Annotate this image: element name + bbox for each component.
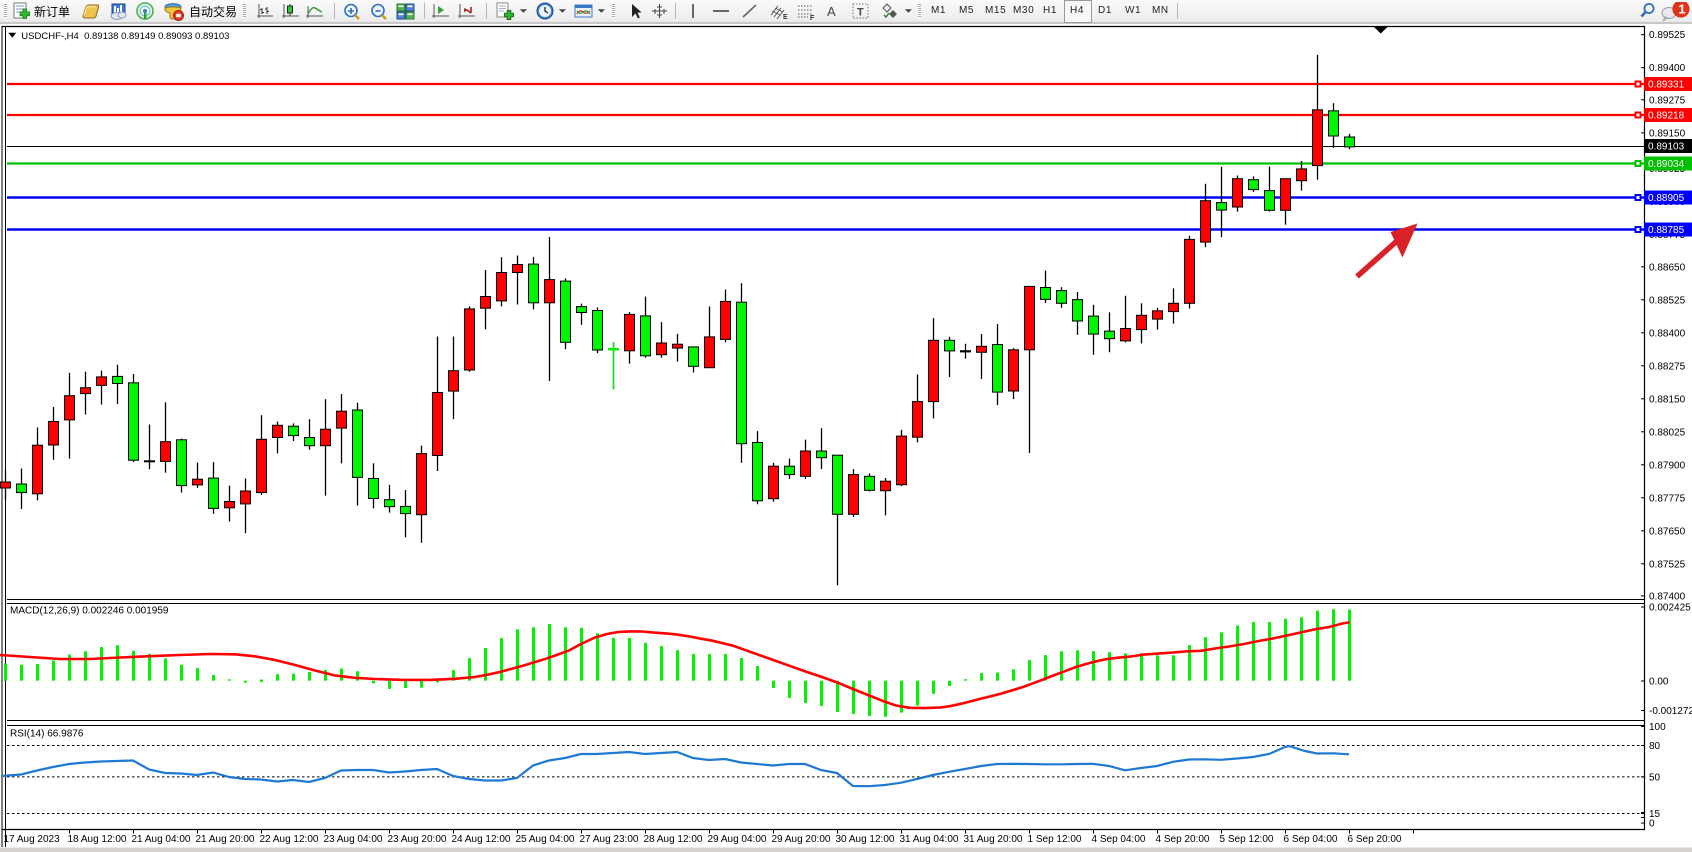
svg-text:0.88650: 0.88650 xyxy=(1649,262,1686,273)
svg-text:4 Sep 20:00: 4 Sep 20:00 xyxy=(1156,834,1210,845)
svg-text:0.88150: 0.88150 xyxy=(1649,394,1686,405)
svg-text:100: 100 xyxy=(1649,722,1666,733)
svg-text:1: 1 xyxy=(1678,2,1685,16)
svg-text:F: F xyxy=(810,15,815,21)
svg-text:0.87900: 0.87900 xyxy=(1649,460,1686,471)
svg-text:0.88400: 0.88400 xyxy=(1649,328,1686,339)
svg-text:5 Sep 12:00: 5 Sep 12:00 xyxy=(1220,834,1274,845)
svg-text:29 Aug 20:00: 29 Aug 20:00 xyxy=(772,834,831,845)
svg-text:31 Aug 20:00: 31 Aug 20:00 xyxy=(964,834,1023,845)
svg-text:0.88905: 0.88905 xyxy=(1648,193,1685,204)
svg-text:1 Sep 12:00: 1 Sep 12:00 xyxy=(1028,834,1082,845)
svg-text:6 Sep 20:00: 6 Sep 20:00 xyxy=(1348,834,1402,845)
svg-text:30 Aug 12:00: 30 Aug 12:00 xyxy=(836,834,895,845)
svg-text:24 Aug 12:00: 24 Aug 12:00 xyxy=(452,834,511,845)
svg-text:RSI(14) 66.9876: RSI(14) 66.9876 xyxy=(10,729,84,740)
svg-text:T: T xyxy=(857,7,864,19)
svg-text:0.89103: 0.89103 xyxy=(1648,142,1685,153)
svg-text:28 Aug 12:00: 28 Aug 12:00 xyxy=(644,834,703,845)
svg-text:15: 15 xyxy=(1649,809,1661,820)
svg-text:0.89150: 0.89150 xyxy=(1649,128,1686,139)
svg-text:E: E xyxy=(783,14,788,21)
svg-text:0.89400: 0.89400 xyxy=(1649,63,1686,74)
svg-text:50: 50 xyxy=(1649,772,1661,783)
svg-text:0.88275: 0.88275 xyxy=(1649,361,1686,372)
svg-text:0.89525: 0.89525 xyxy=(1649,30,1686,41)
svg-text:0.002425: 0.002425 xyxy=(1649,603,1691,614)
svg-text:6 Sep 04:00: 6 Sep 04:00 xyxy=(1284,834,1338,845)
svg-text:MACD(12,26,9) 0.002246 0.00195: MACD(12,26,9) 0.002246 0.001959 xyxy=(10,606,169,617)
svg-text:0.00: 0.00 xyxy=(1649,677,1669,688)
svg-text:29 Aug 04:00: 29 Aug 04:00 xyxy=(708,834,767,845)
svg-text:21 Aug 04:00: 21 Aug 04:00 xyxy=(132,834,191,845)
svg-text:0.89034: 0.89034 xyxy=(1648,159,1685,170)
svg-text:22 Aug 12:00: 22 Aug 12:00 xyxy=(260,834,319,845)
svg-text:25 Aug 04:00: 25 Aug 04:00 xyxy=(516,834,575,845)
svg-text:0.88025: 0.88025 xyxy=(1649,427,1686,438)
svg-text:21 Aug 20:00: 21 Aug 20:00 xyxy=(196,834,255,845)
svg-text:18 Aug 12:00: 18 Aug 12:00 xyxy=(68,834,127,845)
svg-text:31 Aug 04:00: 31 Aug 04:00 xyxy=(900,834,959,845)
svg-text:4 Sep 04:00: 4 Sep 04:00 xyxy=(1092,834,1146,845)
svg-text:0.88785: 0.88785 xyxy=(1648,225,1685,236)
svg-text:0.89275: 0.89275 xyxy=(1649,95,1686,106)
svg-text:0.88525: 0.88525 xyxy=(1649,295,1686,306)
svg-text:0.89331: 0.89331 xyxy=(1648,80,1685,91)
svg-text:27 Aug 23:00: 27 Aug 23:00 xyxy=(580,834,639,845)
svg-text:23 Aug 04:00: 23 Aug 04:00 xyxy=(324,834,383,845)
svg-text:0.87775: 0.87775 xyxy=(1649,493,1686,504)
svg-text:0.89218: 0.89218 xyxy=(1648,111,1685,122)
svg-text:USDCHF-,H4 0.89138 0.89149 0.: USDCHF-,H4 0.89138 0.89149 0.89093 0.891… xyxy=(21,31,229,42)
svg-text:0: 0 xyxy=(1649,819,1655,830)
svg-text:0.87400: 0.87400 xyxy=(1649,591,1686,602)
svg-text:0.87650: 0.87650 xyxy=(1649,526,1686,537)
svg-text:80: 80 xyxy=(1649,741,1661,752)
svg-text:17 Aug 2023: 17 Aug 2023 xyxy=(4,834,61,845)
svg-text:0.87525: 0.87525 xyxy=(1649,559,1686,570)
svg-text:-0.001272: -0.001272 xyxy=(1649,706,1692,717)
svg-text:23 Aug 20:00: 23 Aug 20:00 xyxy=(388,834,447,845)
